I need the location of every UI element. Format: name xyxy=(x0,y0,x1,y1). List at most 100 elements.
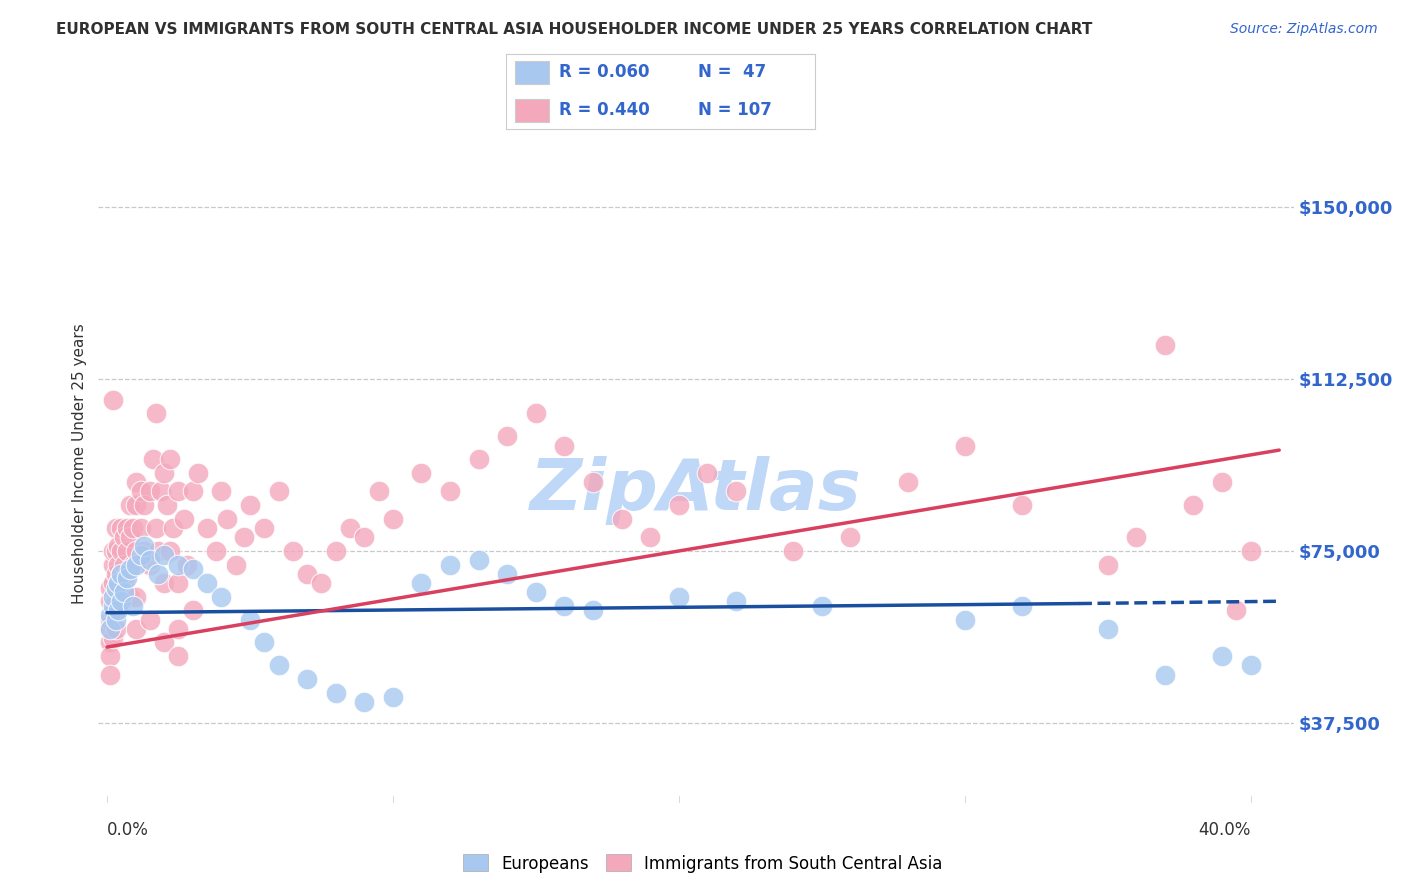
Point xyxy=(104,613,127,627)
Point xyxy=(181,562,204,576)
Point xyxy=(1125,530,1147,544)
Point xyxy=(381,690,404,705)
Point xyxy=(110,566,132,581)
Point xyxy=(381,512,404,526)
Point xyxy=(104,566,127,581)
Point xyxy=(107,603,129,617)
Point xyxy=(467,553,489,567)
Point xyxy=(115,571,138,585)
Point xyxy=(98,622,121,636)
Point xyxy=(139,613,162,627)
Point xyxy=(115,566,138,581)
Point xyxy=(118,590,141,604)
Point xyxy=(782,544,804,558)
Point xyxy=(145,407,167,421)
Point xyxy=(953,438,976,452)
Point xyxy=(110,544,132,558)
Point xyxy=(124,558,146,572)
Point xyxy=(810,599,832,613)
Point xyxy=(124,590,146,604)
Point xyxy=(1153,337,1175,351)
Point xyxy=(467,452,489,467)
Point xyxy=(553,438,575,452)
Point xyxy=(1153,667,1175,681)
Point xyxy=(610,512,633,526)
Point xyxy=(121,521,143,535)
Point xyxy=(295,672,318,686)
Point xyxy=(167,649,190,664)
Point xyxy=(411,576,433,591)
Point xyxy=(439,558,461,572)
Point xyxy=(110,594,132,608)
Point xyxy=(153,576,176,591)
Point xyxy=(582,475,605,490)
Text: N =  47: N = 47 xyxy=(697,63,766,81)
Point xyxy=(173,512,195,526)
Point xyxy=(107,539,129,553)
Point xyxy=(638,530,661,544)
Point xyxy=(107,576,129,591)
Point xyxy=(118,562,141,576)
Point xyxy=(101,392,124,407)
Text: Source: ZipAtlas.com: Source: ZipAtlas.com xyxy=(1230,22,1378,37)
Bar xyxy=(516,62,550,84)
Point xyxy=(187,466,209,480)
Point xyxy=(98,635,121,649)
Point xyxy=(1097,558,1119,572)
Point xyxy=(181,484,204,499)
Point xyxy=(325,686,347,700)
Point xyxy=(496,566,519,581)
Point xyxy=(110,566,132,581)
Point xyxy=(1011,498,1033,512)
Point xyxy=(339,521,361,535)
Point xyxy=(1097,622,1119,636)
Point xyxy=(239,613,262,627)
Point xyxy=(209,590,232,604)
Point xyxy=(496,429,519,443)
Point xyxy=(217,512,239,526)
Point xyxy=(101,599,124,613)
Point xyxy=(104,622,127,636)
Point xyxy=(131,549,153,563)
Point xyxy=(150,484,173,499)
Point xyxy=(524,585,547,599)
Point xyxy=(153,466,176,480)
Text: 40.0%: 40.0% xyxy=(1198,822,1250,839)
Point xyxy=(124,475,146,490)
Point xyxy=(253,521,276,535)
Point xyxy=(124,544,146,558)
Point xyxy=(134,544,156,558)
Y-axis label: Householder Income Under 25 years: Householder Income Under 25 years xyxy=(72,324,87,604)
Point xyxy=(153,549,176,563)
Point xyxy=(101,603,124,617)
Point xyxy=(134,539,156,553)
Point xyxy=(124,498,146,512)
Point xyxy=(104,590,127,604)
Point xyxy=(181,603,204,617)
Point xyxy=(112,530,135,544)
Point xyxy=(101,590,124,604)
Point xyxy=(159,544,181,558)
Point xyxy=(176,558,198,572)
Point xyxy=(153,635,176,649)
Point xyxy=(1182,498,1205,512)
Point xyxy=(124,622,146,636)
Point xyxy=(195,521,218,535)
Point xyxy=(267,658,290,673)
Point xyxy=(896,475,918,490)
Point xyxy=(839,530,862,544)
Text: R = 0.440: R = 0.440 xyxy=(558,102,650,120)
Point xyxy=(104,581,127,595)
Point xyxy=(353,695,375,709)
Text: N = 107: N = 107 xyxy=(697,102,772,120)
Point xyxy=(325,544,347,558)
Point xyxy=(101,544,124,558)
Point xyxy=(167,622,190,636)
Point xyxy=(98,581,121,595)
Point xyxy=(367,484,389,499)
Point xyxy=(953,613,976,627)
Point xyxy=(439,484,461,499)
Point xyxy=(195,576,218,591)
Point xyxy=(668,498,690,512)
Point xyxy=(101,558,124,572)
